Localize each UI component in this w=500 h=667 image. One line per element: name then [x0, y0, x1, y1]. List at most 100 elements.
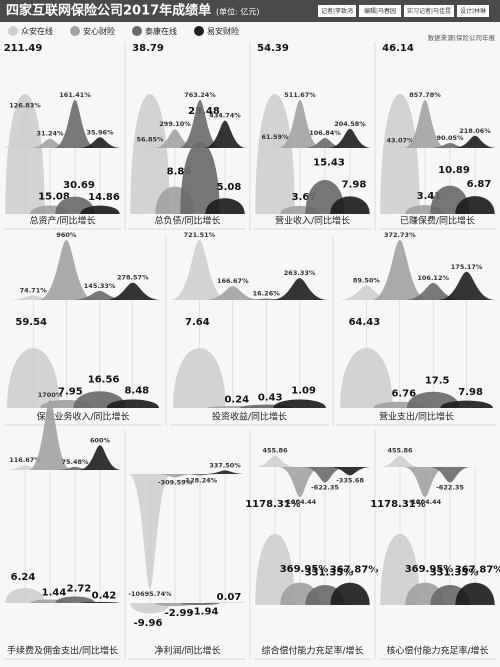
growth-peak: [278, 100, 322, 148]
credit-box: [318, 5, 356, 17]
value-label: 6.87: [467, 179, 492, 190]
growth-peak: [453, 135, 497, 148]
value-label: 7.64: [185, 317, 210, 328]
value-label: 0.43: [258, 392, 283, 403]
growth-label: 960%: [56, 231, 77, 239]
value-label: 8.86: [167, 166, 192, 177]
growth-label: 166.67%: [217, 277, 249, 285]
credit: 实习记者|马佳昆: [407, 7, 451, 15]
value-label: 54.39: [257, 43, 289, 54]
value-label: 15.43: [313, 158, 345, 169]
value-bell: [80, 205, 120, 214]
legend-label: 易安财险: [207, 26, 239, 36]
growth-peak: [3, 110, 47, 148]
title: 四家互联网保险公司2017年成绩单: [6, 3, 211, 19]
growth-label: 31.24%: [36, 130, 64, 138]
value-label: 6.76: [391, 389, 416, 400]
growth-label: 74.71%: [20, 286, 48, 294]
legend-label: 泰康在线: [145, 26, 177, 36]
growth-label: -309.59%: [158, 478, 193, 486]
value-bell: [380, 533, 420, 605]
growth-peak: [78, 445, 122, 470]
value-label: 0.24: [224, 394, 249, 405]
credit-box: [457, 5, 489, 17]
growth-peak: [153, 474, 197, 478]
value-label: 1.44: [42, 587, 67, 598]
value-bell: [5, 588, 45, 603]
value-label: 7.95: [58, 386, 83, 397]
value-label: 3.41: [417, 191, 442, 202]
panel-title: 已赚保费/同比增长: [400, 215, 475, 227]
growth-peak: [404, 282, 463, 300]
growth-label: 204.58%: [334, 120, 366, 128]
value-bell: [80, 601, 120, 603]
growth-label: 106.12%: [417, 274, 449, 282]
legend-label: 安心财险: [83, 26, 115, 36]
growth-label: 337.50%: [209, 461, 241, 469]
credit-box: [404, 5, 454, 17]
credit: 设计|林琳: [460, 7, 486, 15]
value-label: 369.95%: [280, 564, 329, 575]
unit: (单位: 亿元): [216, 7, 259, 17]
growth-peak: [170, 240, 229, 300]
growth-label: 106.84%: [309, 129, 341, 137]
growth-label: 116.67%: [9, 456, 41, 464]
value-label: 331.35%: [305, 567, 354, 578]
growth-label: 455.86: [387, 447, 413, 455]
value-bell: [180, 141, 220, 214]
growth-label: 721.51%: [184, 231, 216, 239]
value-label: 6.24: [11, 572, 36, 583]
value-label: 64.43: [349, 317, 381, 328]
growth-peak: [203, 120, 247, 148]
growth-label: 89.50%: [353, 277, 381, 285]
growth-label: -1204.44: [409, 498, 442, 506]
value-label: 30.69: [63, 180, 95, 191]
panel-title: 净利润/同比增长: [154, 645, 220, 657]
value-label: 331.35%: [430, 567, 479, 578]
value-bell: [130, 94, 170, 214]
growth-label: -10695.74%: [128, 590, 172, 598]
value-bell: [55, 596, 95, 603]
value-label: 17.5: [425, 375, 450, 386]
panel-title: 综合偿付能力充足率/增长: [261, 645, 363, 657]
value-bell: [330, 582, 370, 605]
value-label: 7.98: [342, 180, 367, 191]
growth-label: 434.74%: [209, 112, 241, 120]
legend-swatch: [132, 26, 142, 36]
credit-box: [359, 5, 401, 17]
value-label: 8.48: [124, 386, 149, 397]
value-label: 1178.31%: [370, 499, 426, 510]
value-label: -2.99: [165, 608, 194, 619]
growth-peak: [328, 128, 372, 148]
value-bell: [340, 348, 393, 408]
growth-label: 299.10%: [159, 120, 191, 128]
growth-label: 175.17%: [451, 263, 483, 271]
growth-peak: [203, 470, 247, 474]
growth-label: 455.86: [262, 447, 288, 455]
growth-peak: [28, 400, 72, 470]
growth-label: 56.85%: [136, 135, 164, 143]
legend-swatch: [194, 26, 204, 36]
source: 数据来源|保险公司年报: [428, 33, 496, 42]
panel-title: 总负债/同比增长: [154, 215, 220, 227]
value-label: 5.08: [217, 182, 242, 193]
legend-swatch: [8, 26, 18, 36]
growth-peak: [53, 100, 97, 148]
value-label: 10.89: [438, 165, 470, 176]
growth-label: 75.48%: [61, 458, 89, 466]
growth-label: 763.24%: [184, 91, 216, 99]
value-bell: [205, 198, 245, 214]
growth-label: 263.33%: [284, 269, 316, 277]
growth-peak: [270, 278, 329, 300]
growth-label: -335.68: [336, 476, 364, 484]
value-label: 1.09: [291, 386, 316, 397]
growth-label: 1700%: [38, 391, 63, 399]
value-bell: [173, 348, 226, 408]
value-label: 7.98: [458, 387, 483, 398]
growth-peak: [403, 100, 447, 148]
growth-label: 600%: [90, 436, 111, 444]
growth-label: 61.59%: [261, 133, 289, 141]
value-label: 211.49: [4, 43, 43, 54]
growth-label: -622.35: [436, 484, 464, 492]
